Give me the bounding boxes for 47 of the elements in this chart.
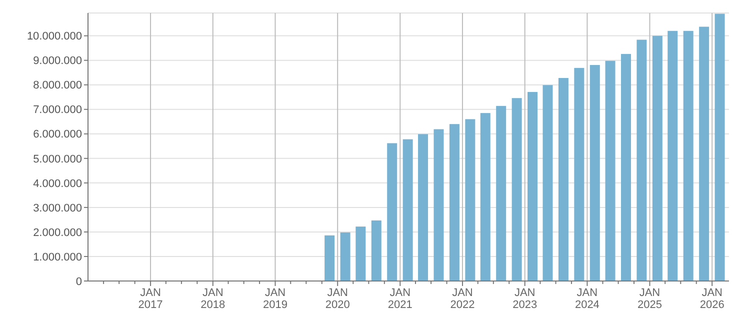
bar [480,113,490,281]
bar [528,92,538,281]
y-tick-label: 4.000.000 [33,178,82,190]
x-tick-label: JAN 2017 [138,287,163,311]
bar [418,134,428,281]
x-tick-label: JAN 2018 [200,287,226,311]
bar [434,129,444,281]
bar [542,85,553,281]
bar [699,26,710,281]
y-tick-label: 0 [76,276,82,288]
y-tick-label: 7.000.000 [33,104,82,116]
y-tick-label: 2.000.000 [33,226,82,239]
bar [668,30,678,281]
bar [356,226,366,281]
y-tick-label: 1.000.000 [33,251,82,264]
x-tick-label: JAN 2023 [512,287,538,311]
y-tick-label: 3.000.000 [33,202,82,214]
bar [574,68,584,281]
y-tick-label: 9.000.000 [33,55,82,68]
bar [324,235,335,281]
bar [402,139,413,281]
bar [590,64,600,281]
y-tick-label: 5.000.000 [33,153,82,166]
bar [652,36,662,281]
bar [449,124,460,281]
bar [465,119,476,281]
bar [340,232,350,281]
x-tick-label: JAN 2022 [450,287,475,311]
x-tick-label: JAN 2025 [637,287,662,311]
bar [558,78,568,281]
bar [683,30,694,281]
bar [512,98,522,281]
x-tick-label: JAN 2020 [325,287,350,311]
y-tick-label: 10.000.000 [26,30,82,43]
bar [496,106,506,281]
bar [605,60,616,281]
bar [371,220,382,281]
y-tick-label: 8.000.000 [33,80,82,92]
y-tick-label: 6.000.000 [33,128,82,141]
bar [636,40,647,281]
x-tick-label: JAN 2021 [388,287,412,311]
x-tick-label: JAN 2024 [574,287,600,311]
bar [714,14,725,281]
bar [387,143,398,281]
x-tick-label: JAN 2019 [263,287,288,311]
x-tick-label: JAN 2026 [700,287,724,311]
bar [620,54,631,281]
